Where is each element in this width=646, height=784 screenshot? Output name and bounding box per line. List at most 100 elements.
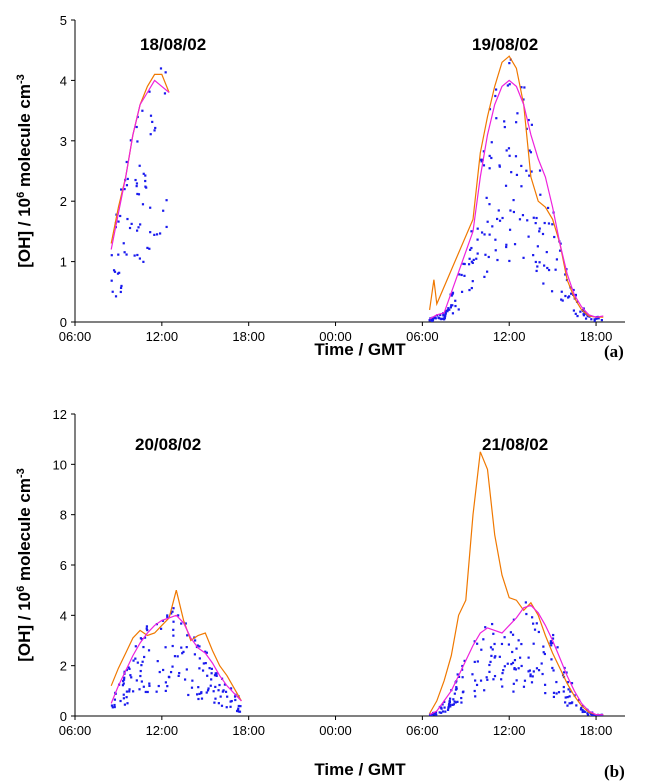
scatter-point	[214, 697, 217, 700]
scatter-point	[520, 185, 523, 188]
scatter-point	[146, 246, 149, 250]
scatter-point	[141, 109, 144, 112]
scatter-point	[566, 681, 570, 684]
scatter-point	[514, 668, 517, 671]
scatter-point	[551, 666, 554, 670]
scatter-point	[185, 668, 188, 671]
plot-area	[110, 55, 604, 322]
scatter-point	[515, 679, 518, 682]
scatter-point	[125, 160, 128, 164]
scatter-point	[451, 703, 454, 706]
scatter-point	[522, 256, 525, 259]
scatter-point	[517, 639, 520, 642]
scatter-point	[205, 691, 208, 694]
scatter-point	[136, 192, 139, 196]
scatter-point	[215, 673, 218, 676]
scatter-point	[520, 164, 523, 168]
scatter-point	[210, 678, 213, 681]
scatter-point	[498, 164, 501, 167]
scatter-point	[165, 225, 168, 229]
scatter-point	[110, 279, 113, 282]
y-tick-label: 6	[60, 558, 67, 573]
scatter-point	[483, 275, 486, 278]
scatter-point	[513, 667, 516, 671]
scatter-point	[145, 625, 149, 628]
y-axis-title-superscript: 6	[15, 586, 27, 592]
scatter-point	[553, 235, 556, 239]
scatter-point	[508, 154, 511, 157]
scatter-point	[121, 684, 125, 687]
scatter-point	[579, 310, 582, 313]
scatter-point	[135, 185, 138, 188]
y-axis-title-part: molecule cm	[15, 84, 34, 192]
scatter-point	[566, 704, 569, 707]
scatter-point	[494, 655, 497, 658]
scatter-point	[491, 225, 494, 228]
scatter-point	[182, 650, 185, 653]
scatter-point	[535, 269, 538, 273]
scatter-point	[223, 683, 227, 686]
scatter-point	[520, 86, 523, 89]
scatter-point	[217, 702, 220, 705]
scatter-point	[541, 232, 545, 236]
orange-series-line	[110, 451, 604, 716]
scatter-point	[460, 273, 463, 277]
scatter-point	[433, 316, 436, 319]
scatter-point	[512, 682, 515, 685]
x-tick-label: 12:00	[146, 723, 179, 738]
x-tick-label: 12:00	[493, 723, 526, 738]
scatter-point	[508, 259, 511, 263]
scatter-point	[517, 667, 520, 670]
scatter-point	[488, 154, 491, 158]
scatter-point	[471, 280, 474, 283]
x-tick-label: 18:00	[232, 723, 265, 738]
chart-panel-b: 0 2 4 6 8 10 12 06:00 12:00 18:00 00:00 06:00 12:00 1…	[15, 407, 625, 781]
scatter-point	[473, 689, 476, 693]
scatter-point	[452, 698, 455, 701]
scatter-point	[453, 692, 456, 695]
scatter-point	[581, 710, 584, 714]
scatter-point	[190, 686, 194, 689]
scatter-point	[186, 634, 189, 637]
scatter-point	[141, 203, 145, 206]
scatter-point	[468, 288, 471, 292]
scatter-point	[461, 691, 465, 694]
scatter-point	[143, 636, 147, 639]
scatter-point	[138, 164, 141, 167]
scatter-point	[527, 656, 530, 659]
scatter-point	[493, 674, 497, 678]
scatter-point	[151, 120, 154, 124]
scatter-point	[113, 703, 116, 707]
scatter-point	[491, 622, 494, 626]
scatter-point	[564, 701, 567, 704]
scatter-point	[484, 626, 487, 629]
scatter-point	[535, 667, 539, 670]
scatter-point	[512, 198, 515, 202]
y-tick-label: 8	[60, 508, 67, 523]
scatter-point	[158, 670, 161, 674]
scatter-point	[530, 170, 533, 173]
scatter-point	[504, 184, 508, 187]
scatter-point	[456, 673, 459, 676]
scatter-point	[438, 317, 441, 320]
scatter-point	[230, 699, 233, 703]
scatter-point	[113, 270, 117, 273]
scatter-point	[436, 314, 439, 317]
scatter-point	[184, 622, 187, 625]
scatter-point	[584, 317, 588, 320]
scatter-point	[159, 232, 162, 235]
scatter-point	[439, 313, 442, 317]
scatter-point	[513, 243, 517, 246]
scatter-point	[129, 139, 132, 142]
scatter-point	[178, 671, 181, 675]
scatter-point	[547, 268, 551, 272]
scatter-point	[471, 673, 474, 676]
scatter-point	[530, 681, 534, 684]
scatter-point	[166, 614, 169, 617]
scatter-point	[202, 662, 205, 665]
scatter-point	[213, 701, 216, 704]
scatter-point	[187, 693, 190, 697]
panel-label: (b)	[604, 762, 625, 781]
scatter-point	[153, 129, 156, 132]
scatter-point	[225, 706, 228, 709]
